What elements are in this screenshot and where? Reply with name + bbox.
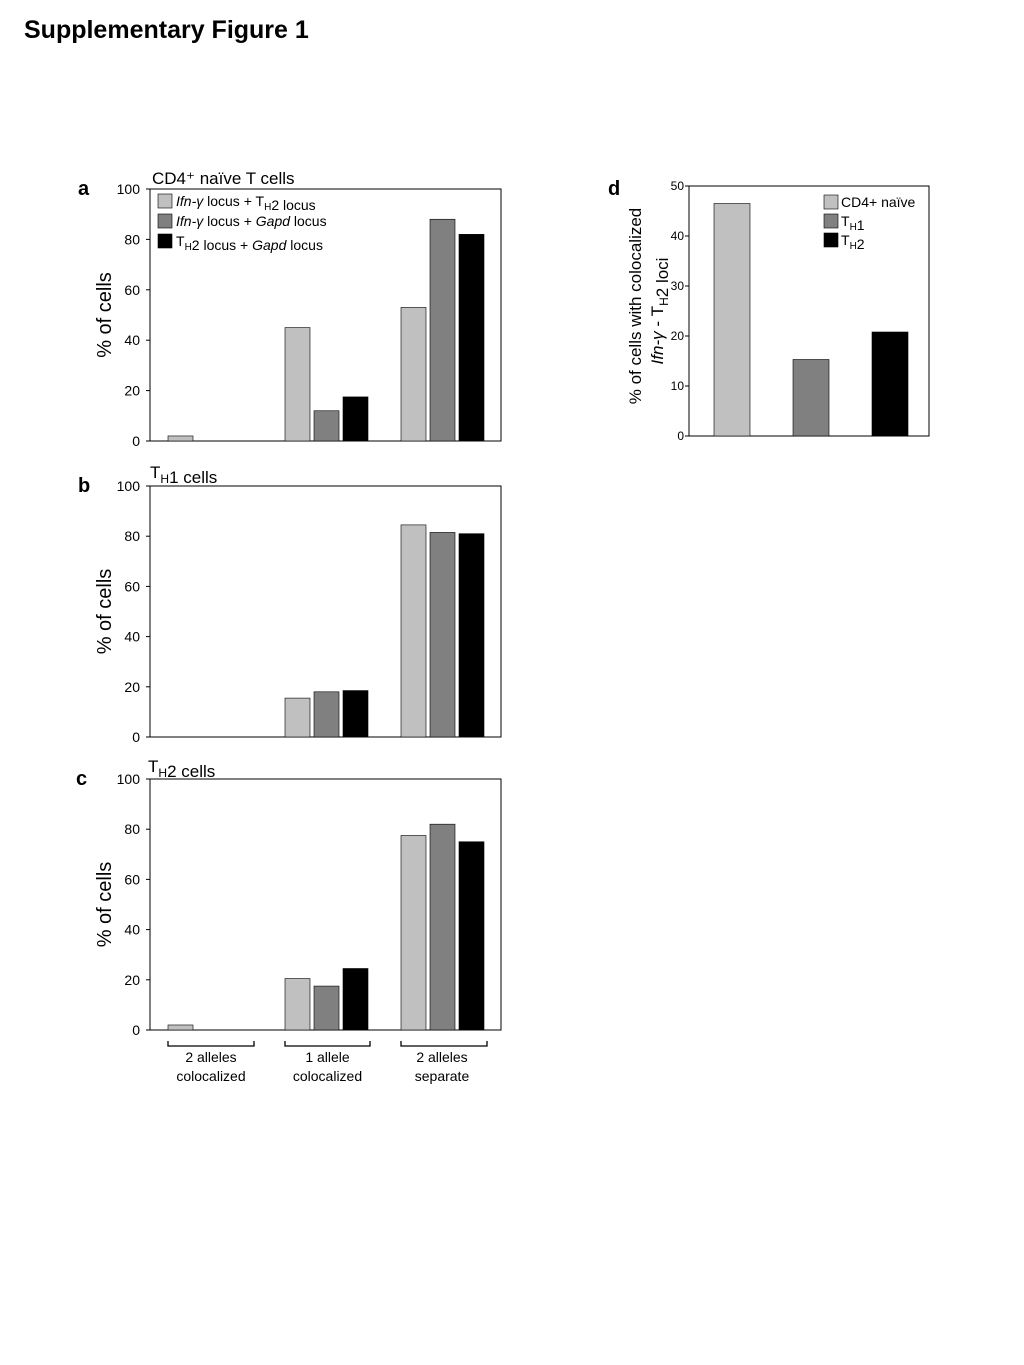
bar-c-s1-g1 bbox=[167, 1024, 194, 1031]
bar-c-s3-g3 bbox=[458, 841, 485, 1031]
bar-a-s1-g1 bbox=[167, 435, 194, 442]
category-label-2: colocalized bbox=[293, 1068, 362, 1084]
bar-d-2 bbox=[792, 359, 830, 437]
bar-b-s3-g3 bbox=[458, 533, 485, 738]
y-tick-label-c: 100 bbox=[117, 771, 141, 787]
bar-a-s1-g2 bbox=[284, 327, 311, 442]
legend-swatch-a-2 bbox=[157, 213, 173, 229]
bar-a-s2-g3 bbox=[429, 218, 456, 442]
panel-label-d: d bbox=[608, 178, 621, 200]
legend-swatch-a-1 bbox=[157, 193, 173, 209]
y-axis-label-b: % of cells bbox=[94, 569, 116, 655]
y-tick-label-c: 80 bbox=[124, 821, 140, 837]
y-tick-label-a: 80 bbox=[124, 231, 140, 247]
y-tick-label-d: 40 bbox=[671, 229, 685, 243]
y-tick-label-c: 20 bbox=[124, 972, 140, 988]
legend-swatch-a-3 bbox=[157, 233, 173, 249]
legend-swatch-d-3 bbox=[823, 232, 839, 248]
bar-b-s1-g3 bbox=[400, 524, 427, 738]
y-tick-label-a: 100 bbox=[117, 181, 141, 197]
y-tick-label-c: 0 bbox=[132, 1022, 140, 1038]
category-bracket-3 bbox=[400, 1041, 488, 1047]
legend-label-d-2: TH1 bbox=[841, 213, 865, 233]
legend-swatch-d-2 bbox=[823, 213, 839, 229]
bar-c-s2-g3 bbox=[429, 823, 456, 1031]
y-axis-label-d-line1: % of cells with colocalized bbox=[626, 208, 645, 405]
y-axis-label-c: % of cells bbox=[94, 862, 116, 948]
y-tick-label-a: 60 bbox=[124, 282, 140, 298]
category-bracket-1 bbox=[167, 1041, 255, 1047]
chart-title-c: TH2 cells bbox=[148, 757, 215, 781]
bar-b-s1-g2 bbox=[284, 697, 311, 738]
panel-label-b: b bbox=[78, 475, 91, 497]
y-axis-label-a: % of cells bbox=[94, 272, 116, 358]
legend-label-d-1: CD4+ naïve bbox=[841, 194, 916, 210]
bar-c-s1-g3 bbox=[400, 835, 427, 1031]
legend-label-a-3: TH2 locus + Gapd locus bbox=[176, 233, 323, 253]
category-bracket-2 bbox=[284, 1041, 371, 1047]
legend-swatch-d-1 bbox=[823, 194, 839, 210]
y-tick-label-a: 20 bbox=[124, 383, 140, 399]
bar-c-s1-g2 bbox=[284, 978, 311, 1031]
chart-title-b: TH1 cells bbox=[150, 463, 217, 487]
bar-b-s2-g2 bbox=[313, 691, 340, 738]
bar-a-s3-g2 bbox=[342, 396, 369, 442]
bar-c-s3-g2 bbox=[342, 968, 369, 1031]
y-tick-label-a: 0 bbox=[132, 433, 140, 449]
chart-title-a: CD4⁺ naïve T cells bbox=[152, 169, 295, 188]
y-tick-label-d: 0 bbox=[677, 429, 684, 443]
bar-b-s3-g2 bbox=[342, 690, 369, 738]
y-tick-label-b: 100 bbox=[117, 478, 141, 494]
y-tick-label-c: 60 bbox=[124, 871, 140, 887]
panel-label-a: a bbox=[78, 178, 90, 200]
legend-label-a-1: Ifn-γ locus + TH2 locus bbox=[176, 193, 316, 213]
category-label-1: 2 alleles bbox=[185, 1049, 236, 1065]
bar-a-s3-g3 bbox=[458, 234, 485, 442]
y-tick-label-c: 40 bbox=[124, 922, 140, 938]
category-label-2: 1 allele bbox=[305, 1049, 350, 1065]
legend-label-a-2: Ifn-γ locus + Gapd locus bbox=[176, 213, 327, 229]
panel-label-c: c bbox=[76, 768, 88, 790]
y-tick-label-b: 0 bbox=[132, 729, 140, 745]
y-tick-label-d: 30 bbox=[671, 279, 685, 293]
bar-a-s1-g3 bbox=[400, 307, 427, 442]
category-label-1: colocalized bbox=[176, 1068, 245, 1084]
legend-label-d-3: TH2 bbox=[841, 232, 865, 252]
y-axis-label-d-line2: Ifn-γ - TH2 loci bbox=[648, 258, 672, 365]
bar-d-1 bbox=[713, 203, 751, 437]
y-tick-label-d: 50 bbox=[671, 179, 685, 193]
category-label-3: separate bbox=[415, 1068, 470, 1084]
y-tick-label-d: 20 bbox=[671, 329, 685, 343]
bar-b-s2-g3 bbox=[429, 532, 456, 738]
bar-d-3 bbox=[871, 331, 909, 437]
bar-c-s2-g2 bbox=[313, 985, 340, 1031]
y-tick-label-d: 10 bbox=[671, 379, 685, 393]
y-tick-label-b: 60 bbox=[124, 578, 140, 594]
page-title: Supplementary Figure 1 bbox=[24, 16, 309, 44]
y-tick-label-b: 80 bbox=[124, 528, 140, 544]
y-tick-label-b: 20 bbox=[124, 679, 140, 695]
y-tick-label-b: 40 bbox=[124, 629, 140, 645]
category-label-3: 2 alleles bbox=[416, 1049, 467, 1065]
y-tick-label-a: 40 bbox=[124, 332, 140, 348]
bar-a-s2-g2 bbox=[313, 410, 340, 442]
